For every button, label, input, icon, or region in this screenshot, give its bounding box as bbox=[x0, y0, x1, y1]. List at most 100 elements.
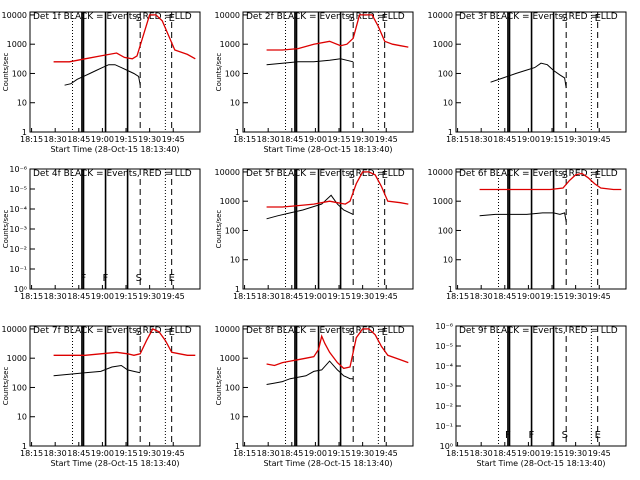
x-tick-label: 19:00 bbox=[517, 449, 540, 458]
y-tick-label: 1 bbox=[235, 285, 240, 294]
y-tick-label: 10⁻² bbox=[9, 245, 27, 254]
x-tick-label: 19:30 bbox=[138, 292, 161, 301]
x-tick-label: 19:00 bbox=[304, 449, 327, 458]
x-tick-label: 18:45 bbox=[493, 292, 516, 301]
x-tick-label: 18:45 bbox=[493, 449, 516, 458]
x-tick-label: 19:30 bbox=[351, 449, 374, 458]
x-tick-label: 18:30 bbox=[257, 135, 280, 144]
y-axis-label: Counts/sec bbox=[2, 367, 10, 406]
marker-label: S bbox=[136, 13, 142, 24]
x-tick-label: 19:30 bbox=[351, 135, 374, 144]
marker-label: S bbox=[136, 273, 142, 284]
plot-frame bbox=[242, 325, 414, 447]
x-tick-label: 18:30 bbox=[470, 449, 493, 458]
series-lld-line bbox=[266, 171, 409, 208]
x-tick-label: 19:15 bbox=[540, 135, 563, 144]
y-tick-label: 10⁻⁵ bbox=[435, 342, 453, 351]
y-tick-label: 10000 bbox=[215, 11, 240, 20]
panel-title: Det 7f BLACK = Events, RED = LLD bbox=[33, 326, 192, 336]
x-tick-label: 19:15 bbox=[114, 449, 137, 458]
y-tick-label: 1000 bbox=[433, 197, 453, 206]
detector-panel-1: Det 1f BLACK = Events, RED = LLD 1 10 100 10… bbox=[2, 11, 201, 154]
x-tick-label: 19:45 bbox=[588, 449, 611, 458]
series-events-line bbox=[266, 58, 354, 66]
marker-label: E bbox=[382, 327, 388, 338]
marker-label: S bbox=[349, 170, 355, 181]
panel-title: Det 1f BLACK = Events, RED = LLD bbox=[33, 12, 192, 22]
x-tick-label: 19:15 bbox=[327, 135, 350, 144]
marker-label: S bbox=[136, 327, 142, 338]
marker-label: E bbox=[382, 170, 388, 181]
y-tick-label: 10000 bbox=[428, 168, 453, 177]
plot-frame bbox=[29, 11, 201, 133]
x-tick-label: 19:45 bbox=[375, 135, 398, 144]
x-tick-label: 19:15 bbox=[114, 292, 137, 301]
y-tick-label: 10000 bbox=[2, 325, 27, 334]
panel-title: Det 3f BLACK = Events, RED = LLD bbox=[459, 12, 618, 22]
y-tick-label: 100 bbox=[12, 69, 27, 78]
y-tick-label: 1 bbox=[22, 442, 27, 451]
x-tick-label: 19:30 bbox=[138, 135, 161, 144]
y-tick-label: 1 bbox=[235, 128, 240, 137]
marker-label: F bbox=[505, 430, 511, 441]
series-lld-line bbox=[53, 328, 196, 356]
x-tick-label: 18:15 bbox=[20, 135, 43, 144]
detector-panel-4: Det 4f BLACK = Events, RED = LLD 10⁰ 10⁻¹ 1… bbox=[2, 165, 201, 301]
x-tick-label: 18:15 bbox=[233, 449, 256, 458]
x-tick-label: 19:30 bbox=[138, 449, 161, 458]
x-tick-label: 18:45 bbox=[280, 135, 303, 144]
marker-label: E bbox=[169, 273, 175, 284]
y-tick-label: 10⁻⁵ bbox=[9, 185, 27, 194]
x-tick-label: 18:45 bbox=[280, 292, 303, 301]
panel-title: Det 4f BLACK = Events, RED = LLD bbox=[33, 169, 192, 179]
y-tick-label: 1000 bbox=[220, 40, 240, 49]
y-tick-label: 10000 bbox=[428, 11, 453, 20]
panel-title: Det 8f BLACK = Events, RED = LLD bbox=[246, 326, 405, 336]
x-tick-label: 18:30 bbox=[257, 449, 280, 458]
x-tick-label: 19:30 bbox=[564, 449, 587, 458]
x-tick-label: 19:30 bbox=[351, 292, 374, 301]
y-tick-label: 100 bbox=[225, 69, 240, 78]
x-tick-label: 18:45 bbox=[280, 449, 303, 458]
x-tick-label: 19:45 bbox=[375, 449, 398, 458]
series-events-line bbox=[266, 360, 354, 385]
series-lld-line bbox=[53, 14, 196, 63]
x-axis-label: Start Time (28-Oct-15 18:13:40) bbox=[263, 145, 392, 154]
panel-title: Det 6f BLACK = Events, RED = LLD bbox=[459, 169, 618, 179]
y-tick-label: 10⁻⁶ bbox=[435, 322, 453, 331]
y-tick-label: 10000 bbox=[215, 325, 240, 334]
y-tick-label: 1000 bbox=[7, 40, 27, 49]
y-tick-label: 10⁰ bbox=[14, 285, 27, 294]
x-tick-label: 18:45 bbox=[67, 135, 90, 144]
plot-frame bbox=[455, 11, 627, 133]
x-tick-label: 18:30 bbox=[44, 292, 67, 301]
y-tick-label: 10000 bbox=[215, 168, 240, 177]
y-tick-label: 10 bbox=[17, 99, 27, 108]
plot-frame bbox=[242, 168, 414, 290]
y-tick-label: 10000 bbox=[2, 11, 27, 20]
x-tick-label: 19:00 bbox=[91, 449, 114, 458]
marker-label: E bbox=[595, 170, 601, 181]
x-tick-label: 19:15 bbox=[114, 135, 137, 144]
marker-label: E bbox=[595, 430, 601, 441]
x-tick-label: 18:15 bbox=[446, 449, 469, 458]
marker-label: F bbox=[81, 273, 87, 284]
x-tick-label: 19:15 bbox=[327, 449, 350, 458]
x-tick-label: 19:15 bbox=[327, 292, 350, 301]
y-tick-label: 10⁻⁶ bbox=[9, 165, 27, 174]
detector-panel-7: Det 7f BLACK = Events, RED = LLD 1 10 100 10… bbox=[2, 325, 201, 468]
detector-panel-3: Det 3f BLACK = Events, RED = LLD 1 10 100 10… bbox=[428, 11, 627, 144]
x-tick-label: 18:45 bbox=[67, 449, 90, 458]
y-axis-label: Counts/sec bbox=[215, 210, 223, 249]
panel-title: Det 2f BLACK = Events, RED = LLD bbox=[246, 12, 405, 22]
panel-title: Det 5f BLACK = Events, RED = LLD bbox=[246, 169, 405, 179]
y-tick-label: 10⁰ bbox=[440, 442, 453, 451]
x-tick-label: 19:00 bbox=[304, 292, 327, 301]
x-tick-label: 18:45 bbox=[67, 292, 90, 301]
x-tick-label: 19:00 bbox=[304, 135, 327, 144]
y-tick-label: 100 bbox=[438, 226, 453, 235]
y-tick-label: 10 bbox=[443, 256, 453, 265]
y-tick-label: 1000 bbox=[7, 354, 27, 363]
x-tick-label: 18:15 bbox=[20, 449, 43, 458]
x-tick-label: 18:30 bbox=[44, 449, 67, 458]
